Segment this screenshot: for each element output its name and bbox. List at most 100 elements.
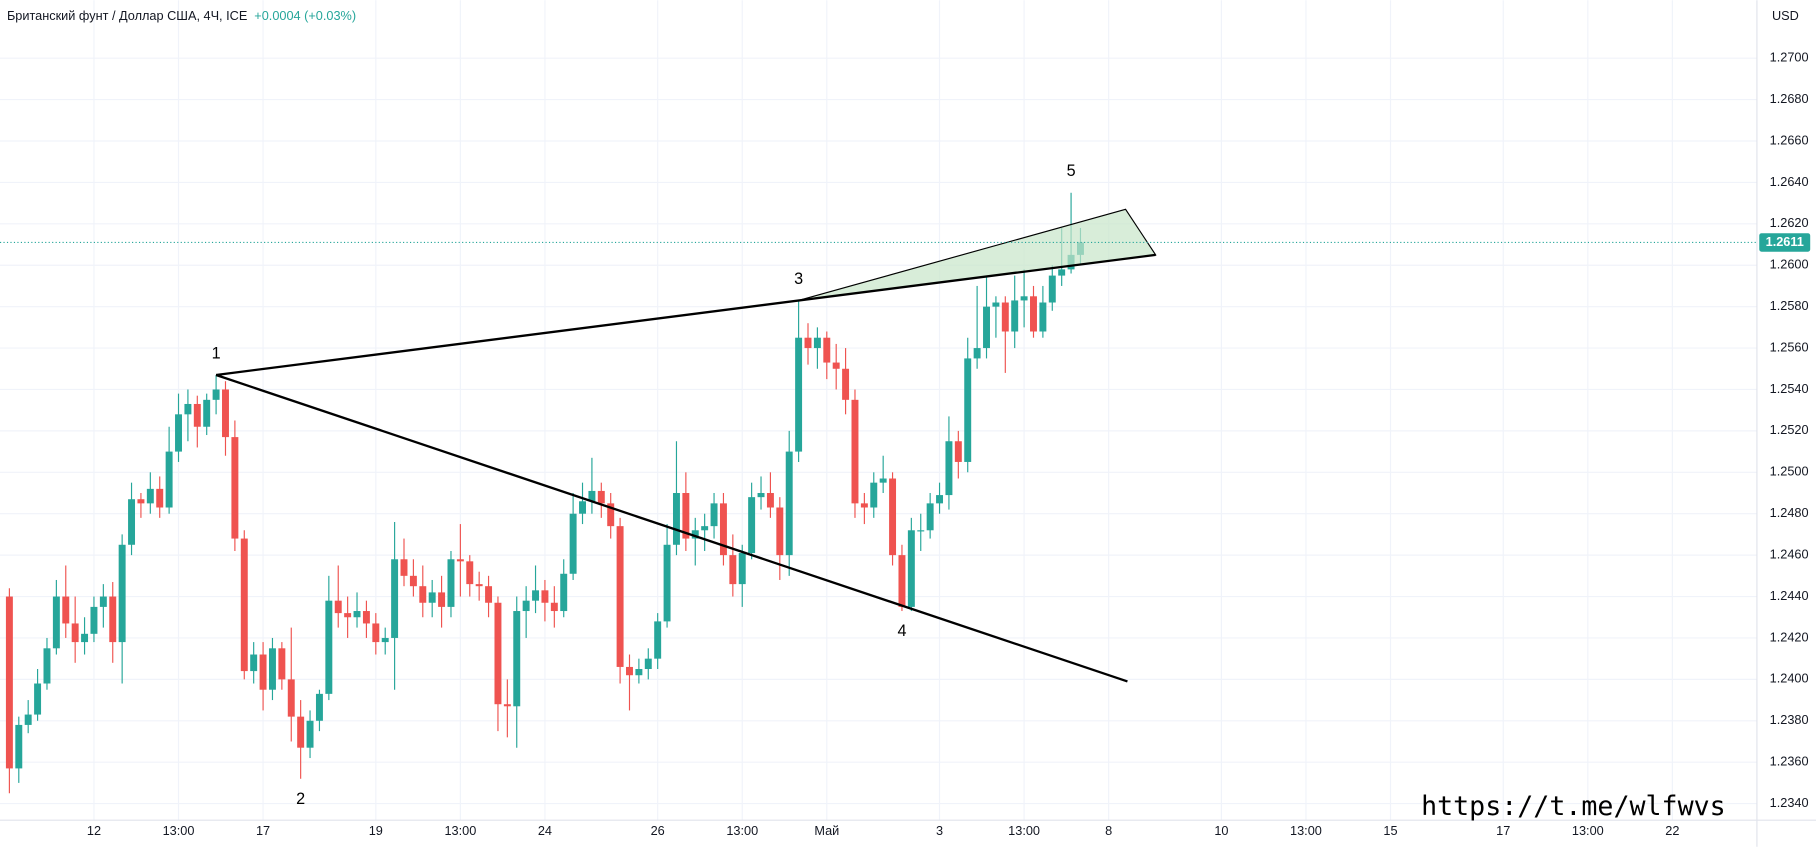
candle-body <box>99 596 107 607</box>
candle-body <box>297 716 305 748</box>
grid <box>0 0 1757 821</box>
candle-body <box>503 704 511 707</box>
candle-body <box>1039 302 1047 332</box>
y-tick-label: 1.2580 <box>1770 298 1809 313</box>
candle-body <box>907 530 915 607</box>
x-tick-label: 13:00 <box>1290 823 1322 838</box>
y-tick-label: 1.2640 <box>1770 174 1809 189</box>
wave-label: 1 <box>212 344 221 362</box>
candle-body <box>973 348 981 359</box>
y-tick-label: 1.2600 <box>1770 257 1809 272</box>
x-tick-label: 13:00 <box>1572 823 1604 838</box>
y-tick-label: 1.2440 <box>1770 588 1809 603</box>
candle-body <box>813 337 821 349</box>
candle-body <box>560 573 568 612</box>
x-tick-label: 22 <box>1665 823 1679 838</box>
candle-body <box>748 497 756 554</box>
wave-label: 3 <box>794 270 803 288</box>
candle-body <box>306 720 314 748</box>
candle-body <box>62 596 70 624</box>
candle-body <box>635 669 643 676</box>
candle-body <box>128 499 136 545</box>
y-tick-label: 1.2700 <box>1770 50 1809 65</box>
candle-body <box>391 559 399 638</box>
candle-body <box>616 526 624 667</box>
x-tick-label: 3 <box>936 823 943 838</box>
candle-body <box>109 596 117 643</box>
y-tick-label: 1.2420 <box>1770 629 1809 644</box>
candle-body <box>240 538 248 672</box>
candle-body <box>917 530 925 532</box>
y-tick-label: 1.2380 <box>1770 712 1809 727</box>
wave-label: 2 <box>296 790 305 808</box>
candle-body <box>522 600 530 612</box>
candle-body <box>90 606 98 634</box>
candle-body <box>804 337 812 349</box>
y-tick-label: 1.2520 <box>1770 422 1809 437</box>
candle-body <box>964 358 972 462</box>
candle-body <box>43 648 51 684</box>
candle-body <box>34 683 42 715</box>
candle-body <box>165 451 173 508</box>
candle-body <box>579 501 586 514</box>
candle-body <box>898 555 906 607</box>
y-tick-label: 1.2360 <box>1770 754 1809 769</box>
x-tick-label: 8 <box>1105 823 1112 838</box>
wave-label: 5 <box>1067 162 1076 180</box>
x-tick-label: 19 <box>369 823 383 838</box>
y-tick-label: 1.2620 <box>1770 215 1809 230</box>
candle-body <box>1058 269 1066 276</box>
x-tick-label: 13:00 <box>726 823 758 838</box>
candle-body <box>532 590 540 601</box>
candle-body <box>541 590 549 603</box>
candle-body <box>1030 296 1037 332</box>
candle-body <box>118 544 126 643</box>
x-tick-label: 12 <box>87 823 101 838</box>
x-tick-label: 13:00 <box>444 823 476 838</box>
y-tick-label: 1.2460 <box>1770 546 1809 561</box>
candle-body <box>381 637 389 643</box>
candle-body <box>757 493 765 498</box>
candle-body <box>785 451 793 556</box>
candle-body <box>5 596 13 769</box>
candle-body <box>550 602 558 612</box>
x-tick-label: 17 <box>1496 823 1510 838</box>
candle-body <box>654 621 662 659</box>
candle-body <box>494 602 502 705</box>
x-tick-label: 15 <box>1383 823 1397 838</box>
candle-body <box>1001 302 1009 332</box>
candle-body <box>325 600 333 694</box>
price-change: +0.0004 (+0.03%) <box>254 8 356 23</box>
candle-body <box>569 513 577 574</box>
candle-body <box>1048 275 1056 303</box>
candle-body <box>983 306 990 349</box>
candle-body <box>860 503 868 508</box>
candle-body <box>954 441 962 462</box>
candle-body <box>15 724 23 769</box>
last-price-box <box>1759 233 1811 252</box>
candle-body <box>315 693 323 721</box>
x-tick-label: 26 <box>651 823 665 838</box>
candle-body <box>52 596 60 649</box>
candle-body <box>945 441 953 496</box>
x-tick-label: 17 <box>256 823 270 838</box>
y-tick-label: 1.2340 <box>1770 795 1809 810</box>
wave-label: 4 <box>897 622 906 640</box>
candle-body <box>71 623 79 643</box>
candle-body <box>607 503 615 527</box>
candle-body <box>259 654 267 690</box>
candle-body <box>644 658 652 670</box>
y-tick-label: 1.2500 <box>1770 464 1809 479</box>
trendline <box>215 253 1156 377</box>
x-tick-label: Май <box>814 823 839 838</box>
candle-body <box>776 507 784 556</box>
candle-body <box>334 600 342 614</box>
candle-body <box>870 482 878 508</box>
candle-body <box>438 592 446 607</box>
candle-body <box>475 584 483 587</box>
candle-body <box>466 561 474 585</box>
candle-body <box>936 495 944 504</box>
candle-body <box>842 368 850 400</box>
candle-body <box>137 499 145 504</box>
candle-body <box>400 559 408 576</box>
